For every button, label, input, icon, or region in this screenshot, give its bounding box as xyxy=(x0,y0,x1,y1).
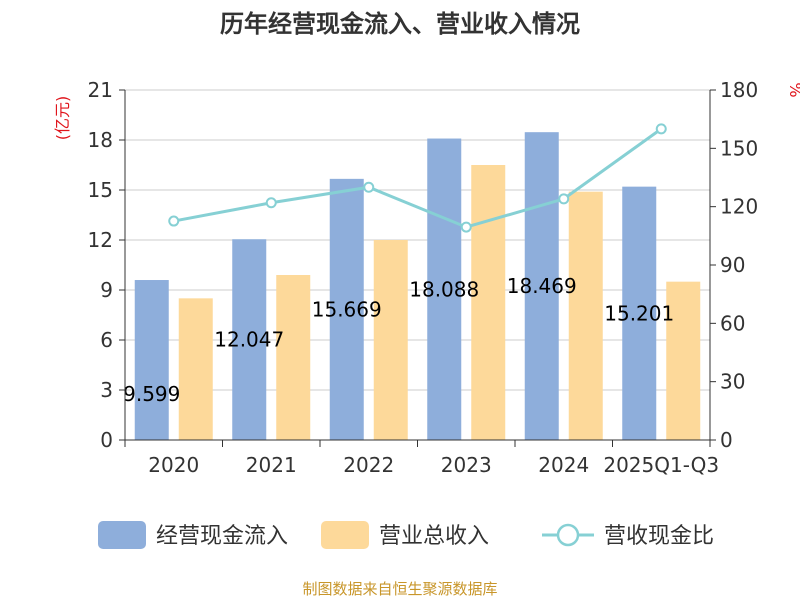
ratio-line xyxy=(168,123,667,233)
data-labels: 9.599 12.047 15.669 18.088 18.469 15.201 xyxy=(123,274,674,406)
y-right-tick-label: 90 xyxy=(720,253,745,277)
bar-cash-inflow xyxy=(329,178,364,440)
axes: 0 3 6 9 12 15 18 21 0 30 60 90 120 150 180 2020 2021 2022… xyxy=(88,78,759,477)
y-left-tick-label: 3 xyxy=(100,378,113,402)
ratio-point xyxy=(460,221,472,233)
y-left-tick-label: 18 xyxy=(88,128,113,152)
y-right-tick-label: 0 xyxy=(720,428,733,452)
y-left-tick-label: 0 xyxy=(100,428,113,452)
legend-label: 经营现金流入 xyxy=(156,524,288,549)
legend: 经营现金流入 营业总收入 营收现金比 xyxy=(98,521,714,549)
x-tick-label: 2022 xyxy=(343,453,394,477)
legend-swatch xyxy=(321,521,369,549)
bar-data-label: 18.469 xyxy=(507,274,577,298)
bar-cash-inflow xyxy=(622,186,657,440)
ratio-point xyxy=(168,215,180,227)
bar-data-label: 15.201 xyxy=(604,301,674,325)
bar-cash-inflow xyxy=(232,239,267,440)
x-tick-label: 2020 xyxy=(148,453,199,477)
y-left-tick-label: 6 xyxy=(100,328,113,352)
ratio-point xyxy=(265,197,277,209)
bar-revenue xyxy=(276,275,311,440)
legend-swatch xyxy=(98,521,146,549)
y-left-unit: (亿元) xyxy=(53,96,72,141)
chart-title: 历年经营现金流入、营业收入情况 xyxy=(220,10,580,38)
bar-revenue xyxy=(373,240,408,440)
legend-marker xyxy=(556,523,580,547)
y-right-tick-label: 60 xyxy=(720,311,745,335)
y-left-tick-label: 15 xyxy=(88,178,113,202)
bar-cash-inflow xyxy=(134,280,169,440)
bar-revenue xyxy=(666,281,701,440)
gridlines xyxy=(125,89,710,391)
bars xyxy=(134,132,701,441)
source-note: 制图数据来自恒生聚源数据库 xyxy=(302,580,497,598)
bar-data-label: 15.669 xyxy=(312,297,382,321)
x-tick-label: 2024 xyxy=(538,453,589,477)
x-tick-label: 2023 xyxy=(441,453,492,477)
y-right-tick-label: 120 xyxy=(720,195,758,219)
y-left-tick-label: 12 xyxy=(88,228,113,252)
y-right-unit: % xyxy=(786,82,800,97)
bar-data-label: 18.088 xyxy=(409,277,479,301)
bar-cash-inflow xyxy=(524,132,559,440)
bar-cash-inflow xyxy=(427,138,462,441)
y-left-tick-label: 21 xyxy=(88,78,113,102)
y-right-tick-label: 30 xyxy=(720,370,745,394)
y-right-tick-label: 180 xyxy=(720,78,758,102)
legend-label: 营收现金比 xyxy=(604,524,714,549)
y-left-tick-label: 9 xyxy=(100,278,113,302)
bar-data-label: 12.047 xyxy=(214,328,284,352)
ratio-line-path xyxy=(173,127,663,229)
ratio-point xyxy=(558,193,570,205)
bar-revenue xyxy=(471,165,506,440)
bar-data-label: 9.599 xyxy=(123,382,180,406)
legend-label: 营业总收入 xyxy=(379,524,489,549)
x-tick-label: 2021 xyxy=(246,453,297,477)
ratio-point xyxy=(363,181,375,193)
x-tick-label: 2025Q1-Q3 xyxy=(603,453,719,477)
y-right-tick-label: 150 xyxy=(720,136,758,160)
bar-revenue xyxy=(568,191,603,440)
ratio-point xyxy=(655,123,667,135)
bar-revenue xyxy=(178,298,213,440)
